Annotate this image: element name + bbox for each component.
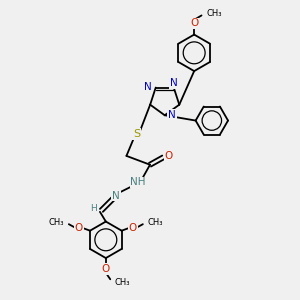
Text: N: N	[168, 110, 176, 120]
Text: CH₃: CH₃	[206, 10, 222, 19]
Text: O: O	[102, 264, 110, 274]
Text: CH₃: CH₃	[49, 218, 64, 227]
Text: O: O	[190, 18, 198, 28]
Text: N: N	[112, 190, 120, 201]
Text: O: O	[75, 223, 83, 233]
Text: H: H	[90, 204, 97, 213]
Text: O: O	[164, 151, 173, 161]
Text: NH: NH	[130, 177, 146, 188]
Text: N: N	[170, 78, 178, 88]
Text: CH₃: CH₃	[115, 278, 130, 287]
Text: N: N	[144, 82, 152, 92]
Text: S: S	[133, 129, 140, 139]
Text: CH₃: CH₃	[147, 218, 163, 227]
Text: O: O	[129, 223, 137, 233]
